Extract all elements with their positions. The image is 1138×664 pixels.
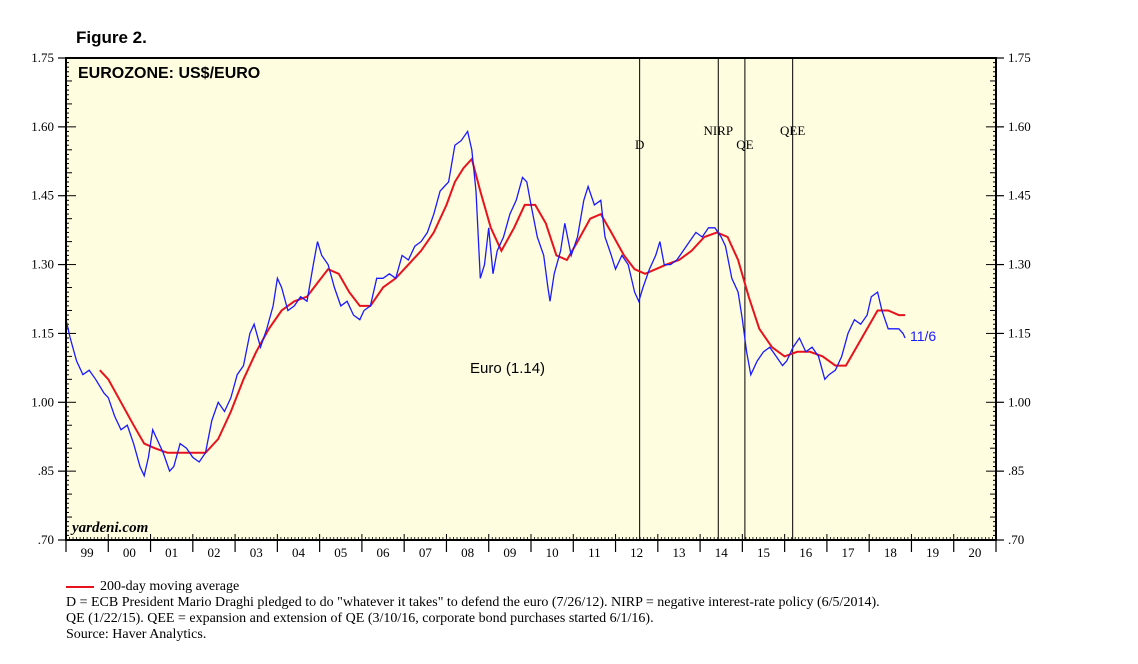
event-label-qe: QE: [736, 137, 753, 152]
chart-title: EUROZONE: US$/EURO: [78, 65, 260, 82]
y-tick-label-left: 1.45: [31, 188, 54, 203]
legend-swatch-200-day-moving-average: [66, 586, 94, 588]
series-line-euro: [65, 129, 906, 478]
x-tick-label: 05: [334, 545, 347, 560]
figure-label: Figure 2.: [76, 28, 147, 47]
x-tick-label: 07: [419, 545, 433, 560]
x-tick-label: 00: [123, 545, 136, 560]
y-tick-label-right: .70: [1008, 532, 1024, 547]
x-tick-label: 20: [968, 545, 981, 560]
y-tick-label-right: 1.45: [1008, 188, 1031, 203]
x-tick-label: 16: [799, 545, 813, 560]
x-tick-label: 06: [377, 545, 391, 560]
y-tick-label-left: 1.00: [31, 394, 54, 409]
x-tick-label: 99: [81, 545, 94, 560]
x-tick-label: 09: [503, 545, 516, 560]
x-tick-label: 18: [884, 545, 897, 560]
x-tick-label: 13: [672, 545, 685, 560]
y-tick-label-left: 1.75: [31, 50, 54, 65]
plot-background: [66, 58, 996, 540]
y-tick-label-left: 1.15: [31, 325, 54, 340]
y-tick-label-left: .70: [38, 532, 54, 547]
x-tick-label: 08: [461, 545, 474, 560]
footnote-source: Source: Haver Analytics.: [66, 627, 207, 642]
plot-frame: [65, 57, 997, 541]
y-tick-label-right: 1.75: [1008, 50, 1031, 65]
footnote-line-1: D = ECB President Mario Draghi pledged t…: [66, 595, 880, 610]
x-tick-label: 15: [757, 545, 770, 560]
x-tick-label: 01: [165, 545, 178, 560]
event-label-qee: QEE: [780, 123, 805, 138]
series-label-euro: Euro (1.14): [470, 360, 545, 377]
y-tick-label-right: 1.15: [1008, 325, 1031, 340]
chart-svg: 1.75 1.75 1.60 1.60 1.45 1.45 1.30 1.30 1.15 1.15…: [31, 50, 1031, 560]
x-tick-label: 10: [546, 545, 559, 560]
x-tick-label: 11: [588, 545, 601, 560]
y-tick-label-left: 1.60: [31, 119, 54, 134]
y-tick-label-left: .85: [38, 463, 54, 478]
event-label-d: D: [635, 137, 644, 152]
legend-label: 200-day moving average: [100, 579, 240, 594]
y-tick-label-left: 1.30: [31, 257, 54, 272]
y-tick-label-right: .85: [1008, 463, 1024, 478]
x-tick-label: 12: [630, 545, 643, 560]
y-tick-label-right: 1.30: [1008, 257, 1031, 272]
footnote-line-2: QE (1/22/15). QEE = expansion and extens…: [66, 611, 654, 626]
x-tick-label: 02: [207, 545, 220, 560]
watermark: yardeni.com: [70, 520, 148, 536]
series-line-200-day-moving-average: [99, 156, 906, 454]
event-label-nirp: NIRP: [703, 123, 733, 138]
x-tick-label: 17: [842, 545, 856, 560]
x-tick-label: 03: [250, 545, 263, 560]
x-tick-label: 14: [715, 545, 729, 560]
y-tick-label-right: 1.00: [1008, 394, 1031, 409]
x-tick-label: 19: [926, 545, 939, 560]
last-date-annotation: 11/6: [910, 328, 936, 344]
y-tick-label-right: 1.60: [1008, 119, 1031, 134]
x-tick-label: 04: [292, 545, 306, 560]
